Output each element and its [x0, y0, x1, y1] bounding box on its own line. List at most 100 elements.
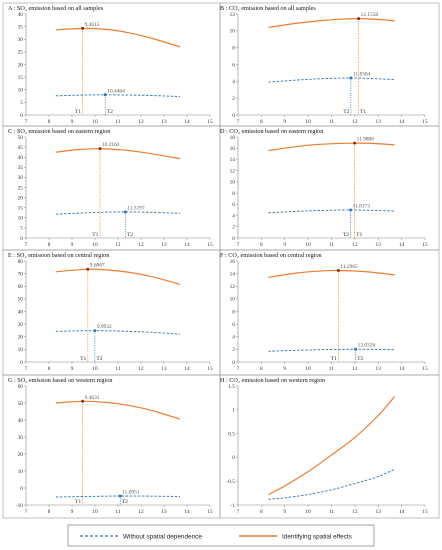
- panel-C-x-tick-label: 14: [184, 242, 190, 248]
- panel-B-y-tick-label: 10: [230, 29, 236, 35]
- panel-A-peak-marker: [81, 26, 85, 30]
- panel-B-y-tick-label: 12: [230, 12, 236, 18]
- panel-E-peak-value: 9.6867: [90, 263, 105, 269]
- panel-F-x-tick-label: 7: [237, 366, 240, 372]
- panel-B-x-tick-label: 14: [399, 119, 405, 125]
- panel-A-peak-value: 9.4615: [85, 22, 100, 28]
- panel-D-x-tick-label: 12: [352, 242, 358, 248]
- panel-C-t1-label: T1: [92, 232, 98, 238]
- panel-D-x-tick-label: 7: [237, 242, 240, 248]
- panel-F-without-spatial-line: [268, 348, 395, 352]
- panel-A-x-tick-label: 12: [138, 119, 144, 125]
- panel-F-x-tick-label: 10: [305, 366, 311, 372]
- panel-C-x-tick-label: 7: [25, 242, 28, 248]
- panel-H-y-tick-label: -1: [231, 503, 236, 509]
- panel-E-t1-label: T1: [80, 356, 86, 362]
- panel-A-x-tick-label: 8: [48, 119, 51, 125]
- panel-H-title: H : CO₂ emission based on western region: [220, 377, 325, 384]
- panel-D-y-tick-label: 8: [232, 191, 235, 197]
- panel-A-y-tick-label: 40: [18, 12, 24, 18]
- panel-H-x-tick-label: 9: [283, 509, 286, 515]
- panel-D-peak-marker: [353, 141, 357, 145]
- panel-H-x-tick-label: 10: [305, 509, 311, 515]
- panel-B-y-tick-label: 6: [232, 62, 235, 68]
- panel-C-peak-marker: [123, 210, 127, 214]
- panel-F-identifying-spatial-line: [268, 269, 395, 279]
- panel-E-peak-value: 9.9932: [97, 324, 112, 330]
- panel-E-x-tick-label: 8: [48, 366, 51, 372]
- panel-C-y-tick-label: 20: [18, 195, 24, 201]
- panel-E-without-spatial-line: [55, 330, 181, 335]
- panel-A-y-tick-label: 5: [20, 100, 23, 106]
- panel-E-x-tick-label: 9: [71, 366, 74, 372]
- panel-D-peak-marker: [349, 208, 353, 212]
- panel-E-y-tick-label: 50: [18, 297, 24, 303]
- panel-B-x-tick-label: 9: [283, 119, 286, 125]
- panel-H-without-spatial-line: [268, 468, 395, 500]
- panel-A-x-tick-label: 14: [184, 119, 190, 125]
- panel-C-x-tick-label: 9: [71, 242, 74, 248]
- panel-G-y-tick-label: 30: [18, 435, 24, 441]
- panel-B-peak-marker: [349, 76, 353, 80]
- panel-A-y-tick-label: 35: [18, 24, 24, 30]
- panel-F-y-tick-label: 16: [230, 259, 236, 265]
- panel-C-peak-value: 11.3197: [127, 205, 145, 211]
- panel-F-x-tick-label: 15: [422, 366, 428, 372]
- panel-A: A : SO₂ emission based on all samples 7 8 9…: [8, 5, 213, 125]
- panel-F-peak-value: 12.0326: [358, 343, 376, 349]
- panel-A-t2-label: T2: [107, 109, 113, 115]
- panel-G-y-tick-label: 50: [18, 401, 24, 407]
- panel-E-x-tick-label: 15: [207, 366, 213, 372]
- panel-F-x-tick-label: 9: [283, 366, 286, 372]
- legend: Without spatial dependence Identifying s…: [67, 524, 375, 547]
- panel-C-y-tick-label: 25: [18, 185, 24, 191]
- panel-D-peak-value: 11.9888: [357, 137, 375, 143]
- panel-G-y-tick-label: 60: [18, 384, 24, 390]
- panel-D-y-tick-label: 16: [230, 146, 236, 152]
- panel-H-x-tick-label: 12: [352, 509, 358, 515]
- panel-B-x-tick-label: 15: [422, 119, 428, 125]
- panel-G-y-tick-label: -10: [16, 503, 23, 509]
- panel-C-title: C : SO₂ emission based on eastern region: [8, 128, 110, 135]
- panel-A-peak-value: 10.4464: [107, 88, 125, 94]
- panel-D: D : CO₂ emission based on eastern region…: [220, 128, 428, 248]
- panel-F-x-tick-label: 12: [352, 366, 358, 372]
- panel-E-y-tick-label: 30: [18, 322, 24, 328]
- panel-C-x-tick-label: 11: [115, 242, 120, 248]
- panel-B-t2-label: T2: [343, 109, 349, 115]
- panel-borders: [2, 2, 440, 519]
- panel-F-y-tick-label: 8: [232, 309, 235, 315]
- panel-A-y-tick-label: 30: [18, 37, 24, 43]
- panel-B-y-tick-label: 2: [232, 96, 235, 102]
- panel-D-y-tick-label: 0: [232, 236, 235, 242]
- panel-E-x-tick-label: 14: [184, 366, 190, 372]
- panel-E-y-tick-label: 40: [18, 309, 24, 315]
- panel-H-identifying-spatial-line: [268, 396, 396, 496]
- panel-G-x-tick-label: 14: [184, 509, 190, 515]
- panel-G-x-tick-label: 8: [48, 509, 51, 515]
- panel-D-t2-label: T2: [343, 232, 349, 238]
- panel-B-x-tick-label: 12: [352, 119, 358, 125]
- panel-C-y-tick-label: 50: [18, 135, 24, 141]
- panel-D-x-tick-label: 8: [260, 242, 263, 248]
- panel-D-y-tick-label: 18: [230, 135, 236, 141]
- panel-G-y-tick-label: 0: [20, 486, 23, 492]
- panel-C: C : SO₂ emission based on eastern region…: [8, 128, 213, 248]
- panel-D-y-tick-label: 2: [232, 225, 235, 231]
- panel-C-y-tick-label: 5: [20, 226, 23, 232]
- panel-H-x-tick-label: 11: [329, 509, 334, 515]
- panel-B-y-tick-label: 0: [232, 113, 235, 119]
- panel-D-t1-label: T1: [356, 232, 362, 238]
- panel-E-y-tick-label: 10: [18, 347, 24, 353]
- panel-G-peak-value: 9.4631: [85, 395, 100, 401]
- panel-E-identifying-spatial-line: [55, 268, 181, 285]
- panel-E-x-tick-label: 12: [138, 366, 144, 372]
- panel-E-peak-marker: [93, 329, 97, 333]
- panel-C-y-tick-label: 10: [18, 216, 24, 222]
- panel-C-peak-marker: [98, 147, 102, 151]
- panel-H-y-tick-label: -0.5: [226, 479, 235, 485]
- panel-F-x-tick-label: 8: [260, 366, 263, 372]
- panel-F-peak-marker: [336, 268, 340, 272]
- panel-D-y-tick-label: 12: [230, 168, 236, 174]
